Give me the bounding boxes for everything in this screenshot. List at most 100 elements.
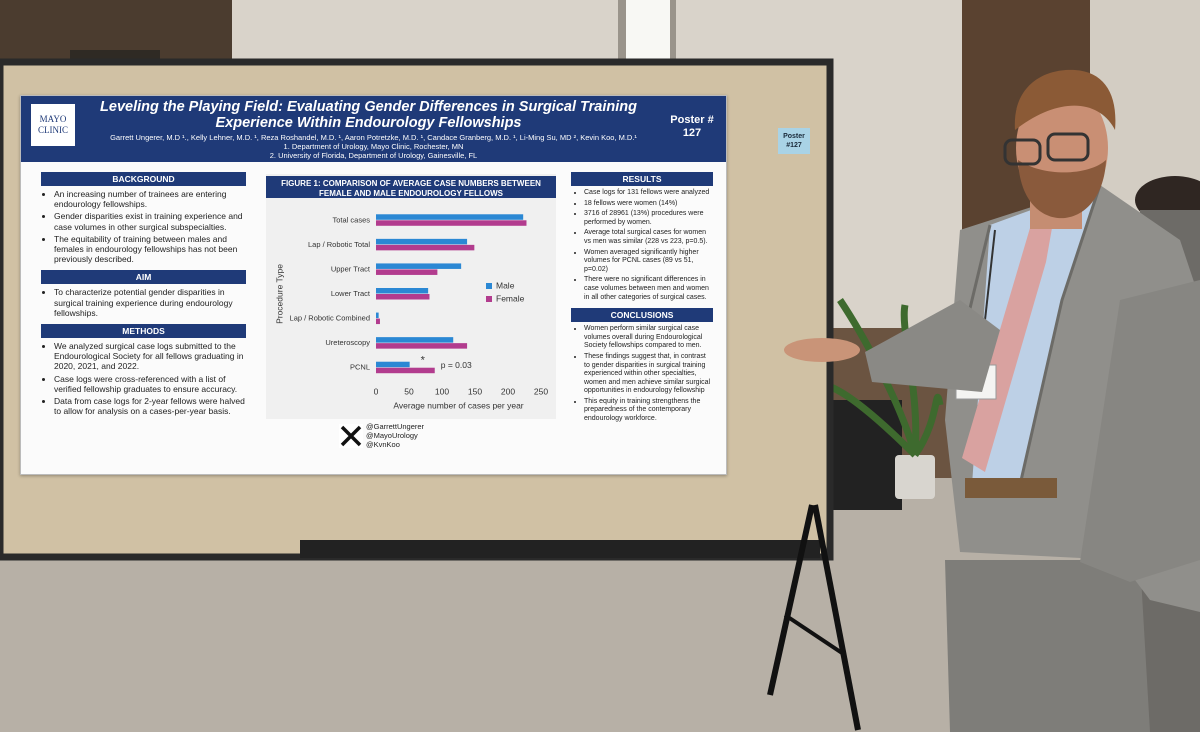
- annotation: p = 0.03: [441, 360, 472, 370]
- bullet: We analyzed surgical case logs submitted…: [54, 341, 246, 372]
- bar: [376, 238, 468, 245]
- bar: [376, 343, 468, 349]
- x-tick-label: 0: [374, 386, 379, 396]
- bullet: Average total surgical cases for women v…: [584, 229, 713, 246]
- bullet: 18 fellows were women (14%): [584, 200, 713, 209]
- x-tick-label: 50: [404, 386, 414, 396]
- category-label: Total cases: [332, 215, 370, 224]
- section-heading: CONCLUSIONS: [571, 308, 713, 323]
- arm: [1080, 280, 1200, 582]
- trousers: [945, 560, 1150, 732]
- annotation: *: [421, 355, 426, 367]
- poster-title: Leveling the Playing Field: Evaluating G…: [100, 99, 637, 131]
- glasses: [1046, 132, 1090, 162]
- x-tick-label: 250: [534, 386, 548, 396]
- bullet: Gender disparities exist in training exp…: [54, 211, 246, 231]
- category-label: PCNL: [350, 363, 370, 372]
- poster: MAYO CLINIC Leveling the Playing Field: …: [20, 95, 727, 475]
- x-tick-label: 100: [435, 386, 449, 396]
- x-tick-label: 150: [468, 386, 482, 396]
- tie: [962, 228, 1052, 472]
- authors: Garrett Ungerer, M.D ¹., Kelly Lehner, M…: [110, 133, 637, 142]
- bar: [376, 312, 379, 319]
- bar: [376, 269, 438, 275]
- glasses: [1003, 138, 1042, 166]
- right-column: RESULTS Case logs for 131 fellows were an…: [571, 168, 713, 430]
- bar: [376, 318, 380, 325]
- category-label: Lower Tract: [331, 289, 371, 298]
- bullet: An increasing number of trainees are ent…: [54, 189, 246, 209]
- y-axis-label: Procedure Type: [274, 264, 284, 324]
- bullet: To characterize potential gender dispari…: [54, 287, 246, 318]
- bullet: 3716 of 28961 (13%) procedures were perf…: [584, 210, 713, 227]
- bullet: These findings suggest that, in contrast…: [584, 353, 713, 396]
- x-logo: [339, 424, 363, 448]
- bullet: There were no significant differences in…: [584, 276, 713, 302]
- poster-header: MAYO CLINIC Leveling the Playing Field: …: [21, 96, 726, 162]
- affiliation: 2. University of Florida, Department of …: [269, 151, 478, 160]
- bar: [376, 220, 527, 226]
- bar: [376, 244, 475, 251]
- handles: @GarrettUngerer @MayoUrology @KvnKoo: [366, 422, 424, 449]
- bullet-list: Women perform similar surgical case volu…: [571, 325, 713, 424]
- board-rail: [300, 540, 820, 558]
- hand: [784, 338, 860, 362]
- bullet: Women perform similar surgical case volu…: [584, 325, 713, 351]
- handle: @KvnKoo: [366, 440, 400, 449]
- category-label: Lap / Robotic Combined: [290, 314, 370, 323]
- shirt: [972, 185, 1100, 485]
- beard: [1018, 160, 1106, 219]
- figure: FIGURE 1: COMPARISON OF AVERAGE CASE NUM…: [266, 174, 556, 419]
- handle: @MayoUrology: [366, 431, 418, 440]
- bullet-list: An increasing number of trainees are ent…: [41, 189, 246, 264]
- section-heading: RESULTS: [571, 172, 713, 186]
- legend-swatch: [486, 283, 492, 289]
- category-label: Lap / Robotic Total: [308, 240, 370, 249]
- section-heading: AIM: [41, 270, 246, 285]
- category-label: Ureteroscopy: [325, 338, 370, 347]
- bar: [376, 288, 429, 294]
- handle: @GarrettUngerer: [366, 422, 425, 431]
- bar: [376, 214, 524, 220]
- figure-title: FIGURE 1: COMPARISON OF AVERAGE CASE NUM…: [266, 176, 556, 198]
- bar: [376, 337, 454, 343]
- bullet-list: To characterize potential gender dispari…: [41, 287, 246, 318]
- easel-leg: [767, 504, 815, 696]
- section-heading: BACKGROUND: [41, 172, 246, 186]
- bullet: Case logs for 131 fellows were analyzed: [584, 189, 713, 198]
- section-heading: METHODS: [41, 324, 246, 339]
- bullet: Women averaged significantly higher volu…: [584, 249, 713, 275]
- x-axis-label: Average number of cases per year: [393, 400, 523, 410]
- x-tick-label: 200: [501, 386, 515, 396]
- left-column: BACKGROUND An increasing number of traine…: [41, 168, 246, 422]
- bullet: Case logs were cross-referenced with a l…: [54, 374, 246, 394]
- bar: [376, 361, 410, 368]
- bar: [376, 294, 430, 300]
- sleeve: [865, 300, 1000, 392]
- bar: [376, 263, 462, 269]
- category-label: Upper Tract: [331, 264, 371, 273]
- x-logo-mark: [340, 425, 362, 447]
- bullet: This equity in training strengthens the …: [584, 398, 713, 424]
- pot: [895, 455, 935, 499]
- logo: MAYO CLINIC: [31, 104, 75, 146]
- bullet: Data from case logs for 2-year fellows w…: [54, 396, 246, 416]
- legend-label: Female: [496, 293, 525, 303]
- poster-number: Poster # 127: [670, 114, 714, 139]
- bullet-list: Case logs for 131 fellows were analyzed 1…: [571, 189, 713, 302]
- affiliation: 1. Department of Urology, Mayo Clinic, R…: [283, 142, 464, 151]
- bullet-list: We analyzed surgical case logs submitted…: [41, 341, 246, 416]
- easel-leg: [812, 504, 861, 731]
- hair: [1014, 69, 1116, 130]
- poster-sticker: Poster #127: [778, 128, 810, 154]
- belt: [965, 478, 1057, 498]
- bar: [376, 367, 435, 374]
- bullet: The equitability of training between mal…: [54, 234, 246, 265]
- legend-label: Male: [496, 280, 515, 290]
- chart: Procedure Type 0 50 100 150 200 250 Average num…: [274, 214, 548, 410]
- legend-swatch: [486, 296, 492, 302]
- easel-brace: [783, 613, 847, 657]
- table: [820, 400, 902, 510]
